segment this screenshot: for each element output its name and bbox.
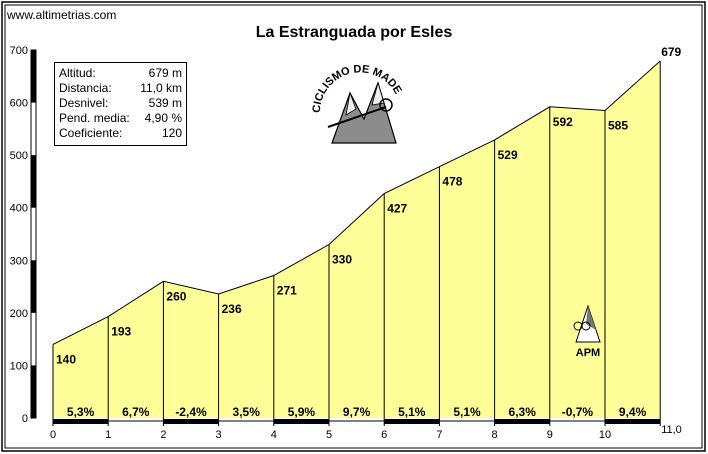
elevation-line: [52, 60, 661, 345]
y-tick-label: 100: [10, 360, 28, 372]
stat-value: 11,0 km: [140, 81, 182, 95]
elevation-point-label: 271: [277, 284, 297, 298]
baseline-segment: [163, 419, 219, 424]
segment-grade-label: -2,4%: [175, 405, 207, 419]
x-tick-label: 4: [271, 429, 277, 441]
stat-value: 4,90 %: [144, 111, 182, 125]
stat-row-coefficient: Coeficiente: 120: [59, 126, 182, 141]
y-scale-segment: [31, 155, 36, 208]
elevation-point-label: 585: [608, 118, 628, 132]
segment-grade-label: 6,3%: [509, 405, 537, 419]
baseline-segment: [273, 419, 329, 424]
segment-grade-label: 5,1%: [453, 405, 481, 419]
apm-label: APM: [576, 347, 600, 359]
elevation-point-label: 679: [661, 45, 681, 59]
segment-grade-label: -0,7%: [562, 405, 594, 419]
y-tick-label: 200: [10, 308, 28, 320]
segment-grade-label: 6,7%: [122, 405, 150, 419]
stat-label: Altitud:: [59, 66, 96, 80]
x-tick-label: 6: [381, 429, 387, 441]
stat-row-distance: Distancia: 11,0 km: [59, 81, 182, 96]
y-tick-label: 0: [22, 413, 28, 425]
x-tick-label: 9: [547, 429, 553, 441]
elevation-point-label: 193: [111, 325, 131, 339]
y-tick-label: 400: [10, 203, 28, 215]
y-tick-label: 500: [10, 150, 28, 162]
elevation-point-label: 140: [56, 352, 76, 366]
snow-cap-icon: [371, 81, 385, 106]
segment-grade-label: 5,9%: [288, 405, 316, 419]
elevation-point-label: 260: [166, 289, 186, 303]
elevation-point-label: 478: [442, 175, 462, 189]
stat-label: Coeficiente:: [59, 126, 123, 140]
elevation-point-label: 592: [553, 115, 573, 129]
baseline-segment: [605, 419, 661, 424]
y-scale-bar: [30, 49, 37, 419]
bike-wheel-icon: [379, 98, 393, 112]
elevation-point-label: 427: [387, 202, 407, 216]
segment-grade-label: 5,3%: [67, 405, 95, 419]
stat-row-average-grade: Pend. media: 4,90 %: [59, 111, 182, 126]
mountain-shade: [586, 306, 596, 330]
chart-title: La Estranguada por Esles: [255, 24, 453, 41]
x-tick-label: 10: [599, 429, 611, 441]
elevation-point-label: 529: [498, 148, 518, 162]
x-tick-label: 3: [216, 429, 222, 441]
y-tick-label: 300: [10, 255, 28, 267]
stat-label: Pend. media:: [59, 111, 130, 125]
segment-grade-label: 9,7%: [343, 405, 371, 419]
bike-frame-icon: [327, 106, 387, 128]
cyclist-wheel-icon: [581, 321, 591, 331]
stats-box: Altitud: 679 m Distancia: 11,0 km Desniv…: [54, 62, 187, 146]
y-scale-segment: [31, 260, 36, 313]
x-tick-label: 1: [105, 429, 111, 441]
x-tick-label: 5: [326, 429, 332, 441]
site-url[interactable]: www.altimetrias.com: [7, 8, 117, 22]
segment-grade-label: 3,5%: [233, 405, 261, 419]
logo: CICLISMO DE MADERA Y VIENTO: [311, 63, 406, 159]
y-tick-label: 600: [10, 98, 28, 110]
stat-label: Desnivel:: [59, 96, 109, 110]
stat-row-altitude: Altitud: 679 m: [59, 66, 182, 81]
baseline-segment: [384, 419, 440, 424]
x-tick-label: 2: [160, 429, 166, 441]
segment-grade-label: 5,1%: [398, 405, 426, 419]
stat-value: 120: [161, 126, 182, 140]
apm-badge: [573, 304, 601, 343]
y-scale-segment: [31, 50, 36, 103]
baseline-segment: [53, 419, 109, 424]
baseline-segment: [494, 419, 550, 424]
inner-border: [4, 4, 703, 449]
elevation-point-label: 236: [222, 302, 242, 316]
segment-grade-label: 9,4%: [619, 405, 647, 419]
snow-cap-icon: [345, 91, 357, 116]
elevation-point-label: 330: [332, 253, 352, 267]
stat-row-elevation-gain: Desnivel: 539 m: [59, 96, 182, 111]
y-scale-segment: [31, 365, 36, 418]
x-tick-label: 8: [492, 429, 498, 441]
elevation-area: [53, 61, 661, 418]
x-tick-label: 7: [436, 429, 442, 441]
stat-value: 679 m: [148, 66, 182, 80]
x-tick-label: 0: [50, 429, 56, 441]
stat-value: 539 m: [148, 96, 182, 110]
y-tick-label: 700: [10, 45, 28, 57]
stat-label: Distancia:: [59, 81, 112, 95]
x-tick-label: 11,0: [661, 424, 682, 436]
